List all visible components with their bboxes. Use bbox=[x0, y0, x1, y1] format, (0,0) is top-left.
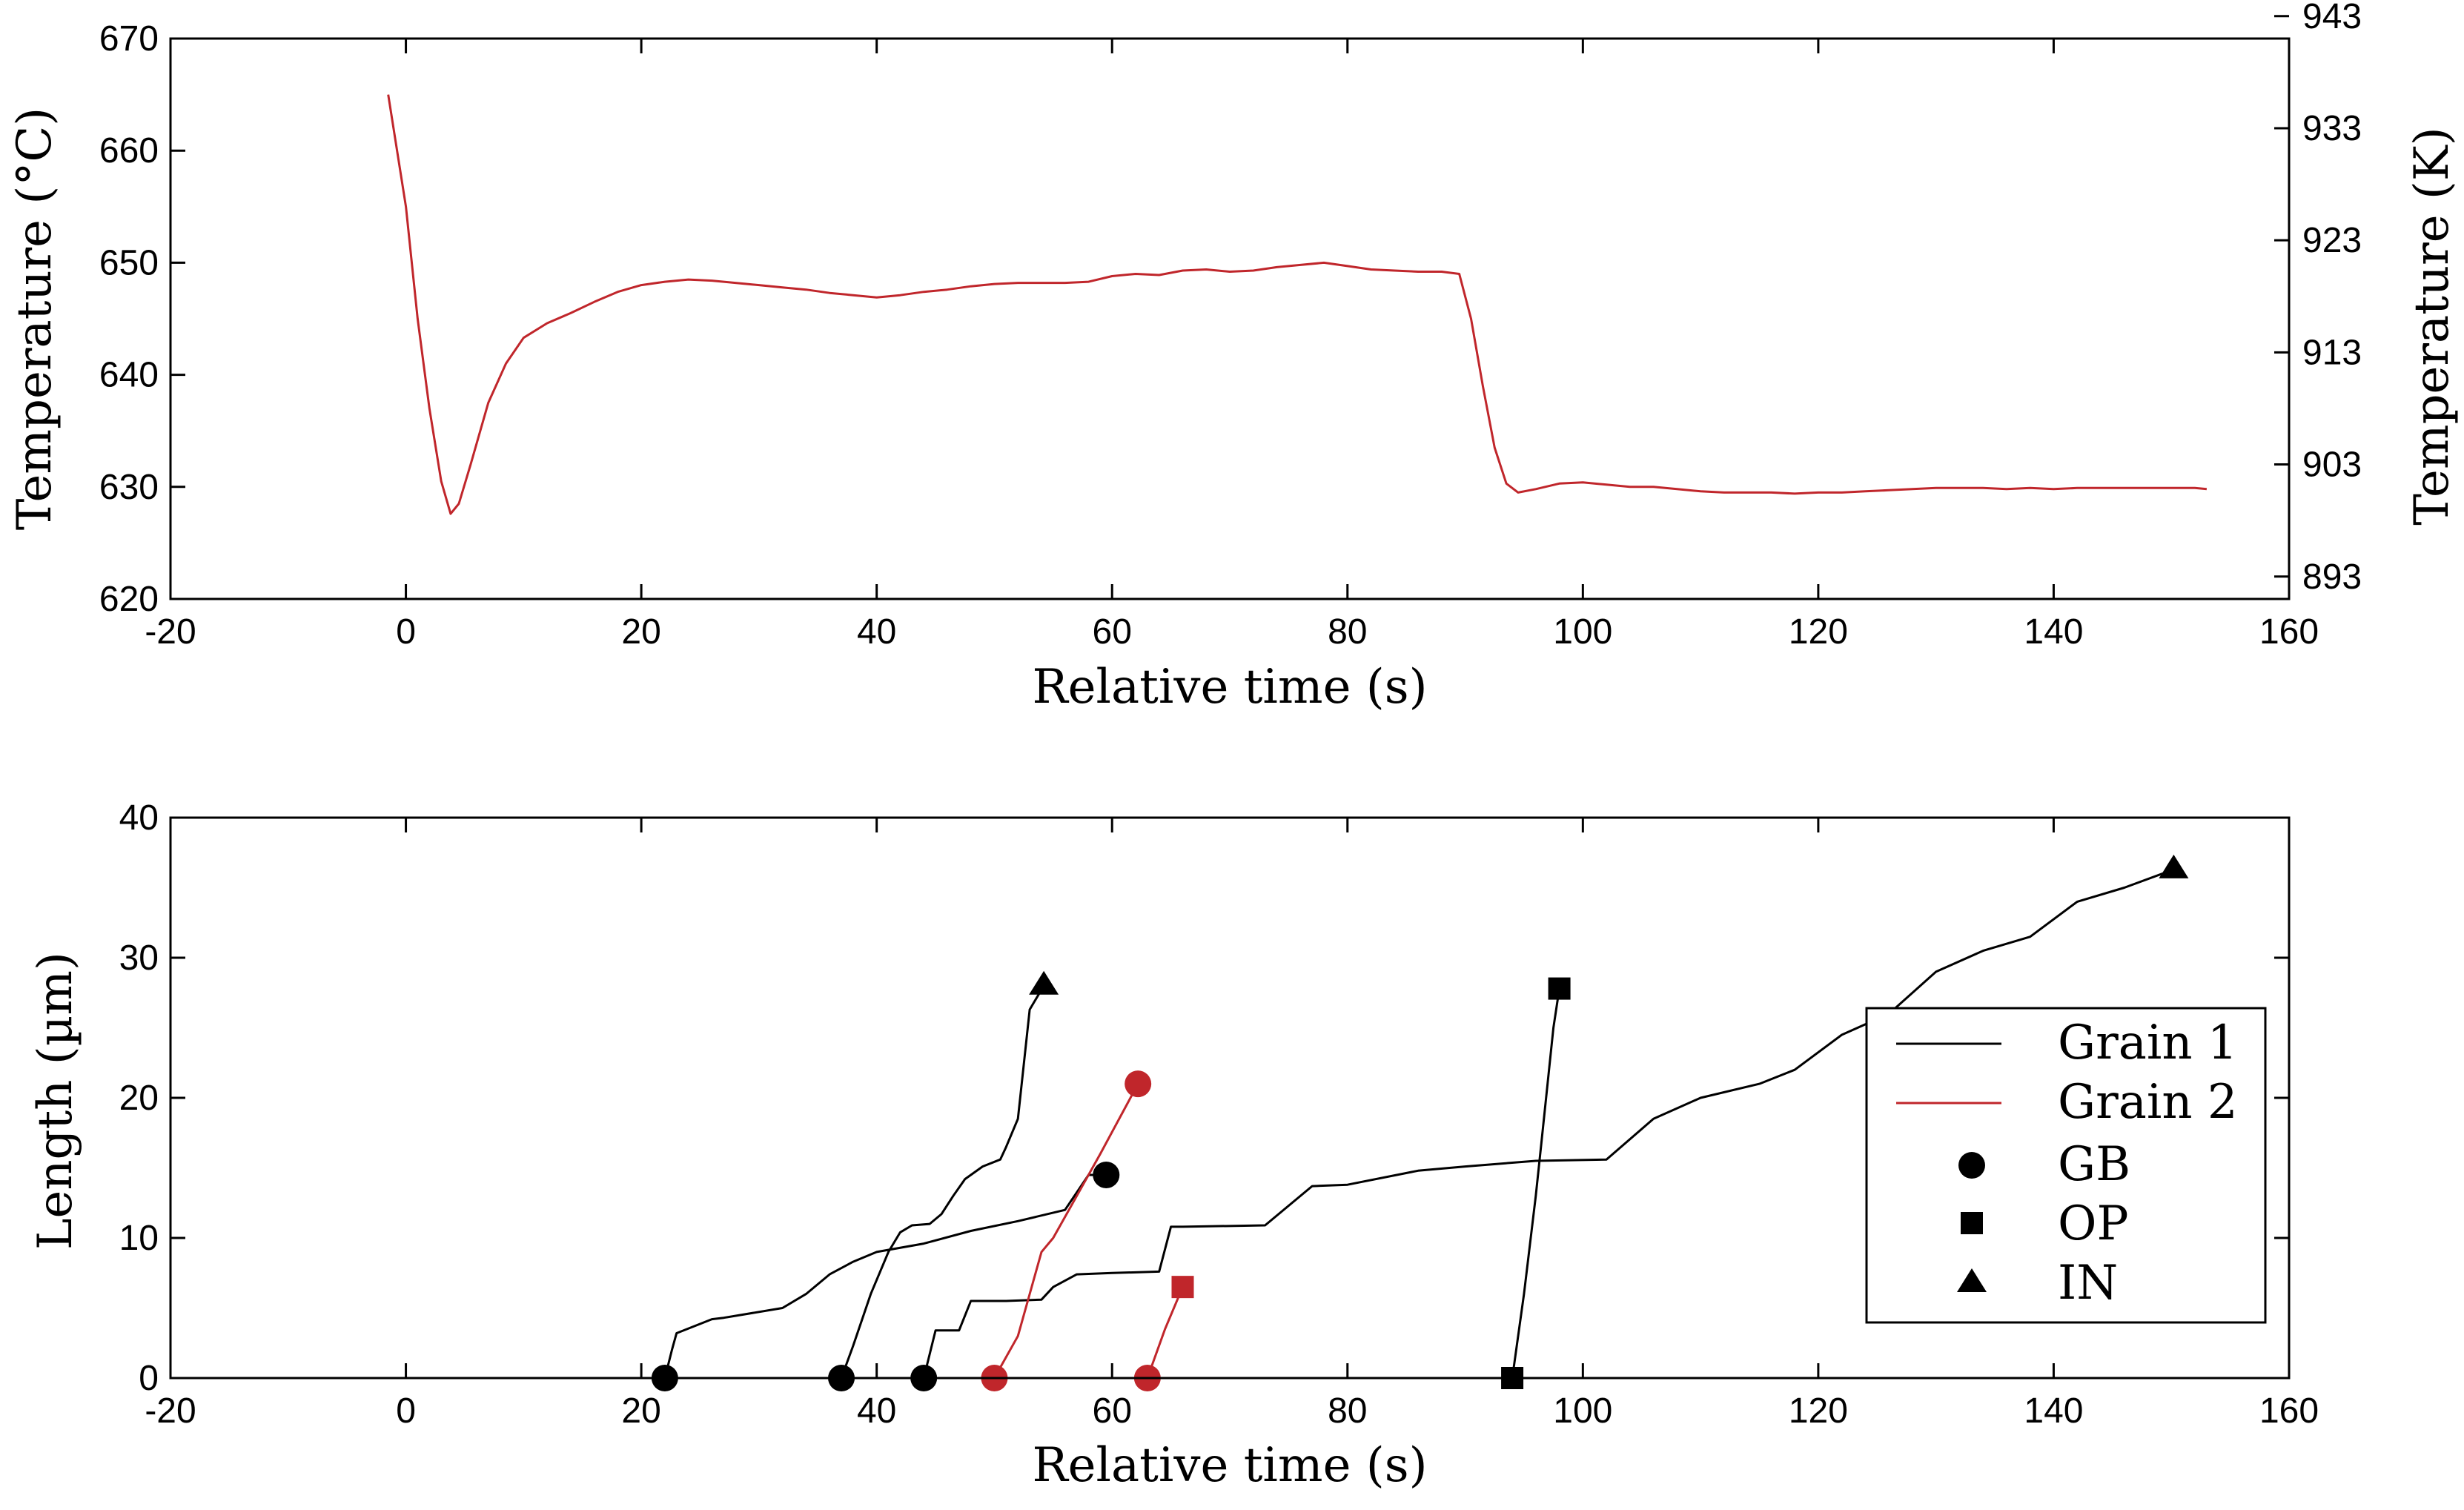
length-series-1-end-triangle-marker bbox=[1029, 970, 1059, 995]
length-x-tick-label: 40 bbox=[857, 1391, 896, 1431]
length-y-tick-label: 20 bbox=[119, 1079, 159, 1118]
length-y-axis-label: Length (µm) bbox=[28, 952, 83, 1250]
legend: Grain 1 Grain 2 GB OP IN bbox=[1865, 1007, 2267, 1324]
length-series-line-2 bbox=[922, 868, 2174, 1379]
length-y-tick-label: 0 bbox=[139, 1359, 159, 1398]
temperature-y2-tick-label: 913 bbox=[2302, 333, 2362, 372]
length-y-tick-label: 30 bbox=[119, 938, 159, 978]
temperature-series-group bbox=[387, 94, 2208, 515]
length-series-line-0 bbox=[663, 1173, 1107, 1379]
length-series-line-4 bbox=[993, 1083, 1139, 1379]
legend-op-label: OP bbox=[2058, 1196, 2129, 1251]
length-x-tick-label: 120 bbox=[1789, 1391, 1848, 1431]
length-series-3-end-square-marker bbox=[1548, 977, 1571, 1000]
temperature-y-axis-label: Temperature (°C) bbox=[7, 107, 62, 531]
length-series-line-1 bbox=[840, 985, 1045, 1379]
legend-box bbox=[1865, 1007, 2267, 1324]
length-x-tick-label: -20 bbox=[145, 1391, 196, 1431]
legend-in-label: IN bbox=[2058, 1256, 2118, 1311]
temperature-x-tick-label: 100 bbox=[1553, 612, 1612, 652]
temperature-axis-ticks: -20 0 20 40 60 80 100 120 140 160 620 630 640 650 660 6… bbox=[99, 0, 2362, 652]
temperature-x-tick-label: 40 bbox=[857, 612, 896, 652]
length-series-line-3 bbox=[1511, 988, 1561, 1379]
length-x-tick-label: 100 bbox=[1553, 1391, 1612, 1431]
length-x-tick-label: 60 bbox=[1093, 1391, 1132, 1431]
legend-in-marker bbox=[1957, 1268, 1987, 1292]
temperature-y2-tick-label: 933 bbox=[2302, 109, 2362, 148]
temperature-y-tick-label: 640 bbox=[99, 356, 159, 395]
temperature-x-axis-label: Relative time (s) bbox=[1032, 660, 1427, 715]
temperature-x-tick-label: -20 bbox=[145, 612, 196, 652]
length-series-group bbox=[651, 854, 2189, 1391]
temperature-plot-frame bbox=[169, 37, 2291, 600]
legend-gb-marker bbox=[1958, 1152, 1985, 1179]
temperature-y2-tick-label: 923 bbox=[2302, 221, 2362, 260]
temperature-y-tick-label: 660 bbox=[99, 131, 159, 170]
length-series-2-end-triangle-marker bbox=[2159, 854, 2189, 878]
temperature-x-tick-label: 0 bbox=[396, 612, 416, 652]
length-series-4-end-circle-marker bbox=[1125, 1070, 1152, 1098]
temperature-y2-axis-label: Temperature (K) bbox=[2405, 127, 2460, 525]
legend-grain-1-label: Grain 1 bbox=[2058, 1016, 2238, 1070]
length-x-tick-label: 140 bbox=[2024, 1391, 2083, 1431]
legend-gb-label: GB bbox=[2058, 1137, 2130, 1192]
temperature-x-tick-label: 120 bbox=[1789, 612, 1848, 652]
temperature-x-tick-label: 20 bbox=[621, 612, 660, 652]
temperature-y-tick-label: 650 bbox=[99, 243, 159, 282]
temperature-x-tick-label: 140 bbox=[2024, 612, 2083, 652]
length-series-line-5 bbox=[1146, 1286, 1184, 1379]
length-series-0-end-circle-marker bbox=[1093, 1161, 1120, 1188]
temperature-x-tick-label: 160 bbox=[2259, 612, 2319, 652]
temperature-y2-tick-label: 893 bbox=[2302, 557, 2362, 597]
temperature-y2-tick-label: 943 bbox=[2302, 0, 2362, 36]
temperature-series-line-0 bbox=[387, 94, 2208, 515]
length-series-5-end-square-marker bbox=[1171, 1276, 1194, 1299]
temperature-x-tick-label: 60 bbox=[1093, 612, 1132, 652]
length-x-tick-label: 160 bbox=[2259, 1391, 2319, 1431]
temperature-x-tick-label: 80 bbox=[1328, 612, 1367, 652]
temperature-y2-tick-label: 903 bbox=[2302, 446, 2362, 485]
temperature-panel: -20 0 20 40 60 80 100 120 140 160 620 630 640 650 660 6… bbox=[7, 0, 2460, 715]
length-x-tick-label: 0 bbox=[396, 1391, 416, 1431]
temperature-y-tick-label: 630 bbox=[99, 468, 159, 507]
length-x-tick-label: 80 bbox=[1328, 1391, 1367, 1431]
length-y-tick-label: 40 bbox=[119, 798, 159, 838]
length-x-tick-label: 20 bbox=[621, 1391, 660, 1431]
length-x-axis-label: Relative time (s) bbox=[1032, 1438, 1427, 1493]
temperature-y-tick-label: 620 bbox=[99, 580, 159, 619]
legend-op-marker bbox=[1961, 1212, 1983, 1234]
temperature-y-tick-label: 670 bbox=[99, 19, 159, 59]
length-y-tick-label: 10 bbox=[119, 1219, 159, 1258]
legend-grain-2-label: Grain 2 bbox=[2058, 1075, 2238, 1130]
